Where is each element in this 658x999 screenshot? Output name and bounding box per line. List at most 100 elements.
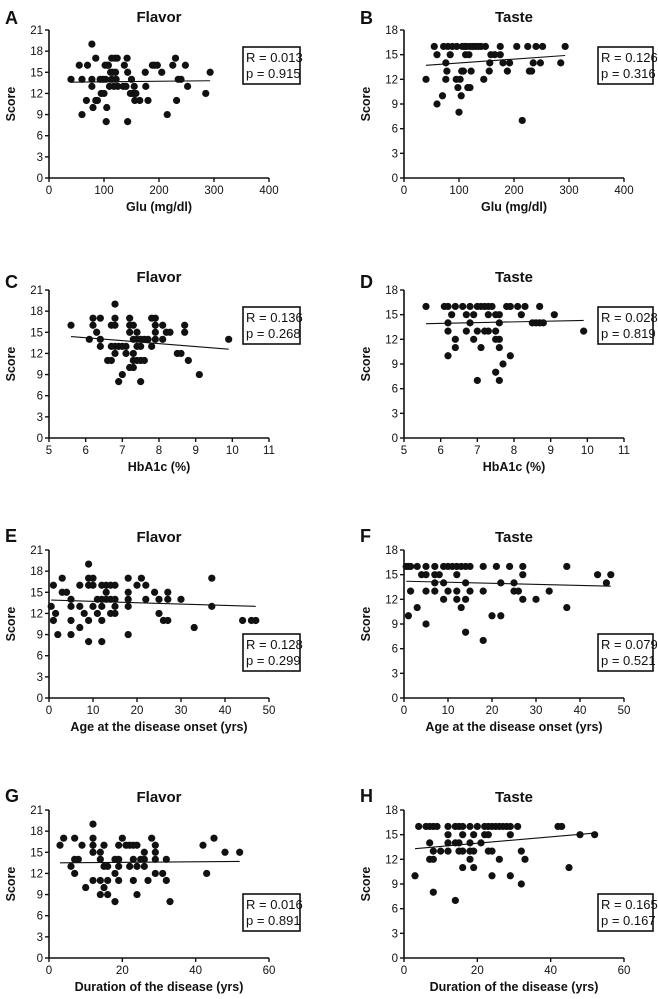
data-point	[514, 822, 522, 831]
data-point	[451, 335, 459, 343]
y-axis-label: Score	[359, 867, 373, 902]
data-point	[177, 595, 185, 603]
data-point	[67, 602, 75, 610]
data-point	[54, 630, 62, 639]
data-point	[133, 841, 141, 849]
y-tick-label: 0	[37, 173, 43, 185]
data-point	[56, 841, 64, 849]
y-tick-label: 0	[392, 173, 398, 185]
data-point	[199, 841, 207, 849]
data-point	[131, 96, 139, 105]
data-point	[539, 319, 547, 327]
r-value: R = 0.079	[601, 637, 658, 652]
data-point	[100, 841, 108, 849]
data-point	[453, 42, 461, 51]
data-point	[166, 898, 174, 906]
p-value: p = 0.915	[246, 66, 301, 81]
y-tick-label: 9	[37, 370, 43, 382]
x-tick-label: 20	[131, 705, 144, 717]
data-point	[89, 876, 97, 885]
data-point	[140, 855, 148, 863]
data-point	[102, 118, 110, 126]
data-point	[545, 587, 553, 595]
data-point	[413, 562, 421, 571]
data-point	[422, 302, 430, 311]
r-value: R = 0.128	[246, 637, 303, 652]
y-tick-label: 15	[385, 570, 398, 582]
data-point	[151, 335, 159, 343]
trend-line	[406, 580, 611, 587]
x-axis-label: HbA1c (%)	[128, 460, 191, 474]
trend-line	[70, 80, 211, 83]
y-tick-label: 0	[37, 693, 43, 705]
data-point	[133, 581, 141, 589]
data-point	[510, 579, 518, 587]
data-point	[203, 869, 211, 878]
data-point	[129, 855, 137, 863]
data-point	[252, 616, 260, 625]
data-point	[114, 82, 122, 90]
data-point	[492, 368, 500, 376]
data-point	[431, 579, 439, 587]
data-point	[144, 96, 152, 105]
data-point	[96, 342, 104, 350]
x-tick-label: 60	[618, 965, 631, 977]
x-tick-label: 40	[544, 965, 557, 977]
data-point	[89, 820, 97, 828]
y-tick-label: 9	[37, 890, 43, 902]
data-point	[118, 834, 126, 842]
y-tick-label: 18	[30, 46, 43, 58]
data-point	[466, 562, 474, 571]
data-point	[467, 67, 475, 75]
p-value: p = 0.819	[601, 326, 656, 341]
data-point	[124, 588, 132, 596]
y-tick-label: 9	[392, 99, 398, 111]
y-tick-label: 3	[392, 668, 398, 680]
data-point	[89, 581, 97, 589]
data-point	[89, 321, 97, 329]
data-point	[444, 822, 452, 831]
data-point	[499, 360, 507, 368]
data-point	[118, 370, 126, 379]
data-point	[190, 623, 198, 632]
data-point	[459, 822, 467, 831]
x-tick-label: 7	[474, 445, 480, 457]
data-point	[171, 54, 180, 62]
x-tick-label: 10	[581, 445, 594, 457]
y-tick-label: 0	[392, 433, 398, 445]
y-tick-label: 12	[385, 854, 398, 866]
data-point	[96, 314, 104, 322]
data-point	[93, 609, 101, 618]
data-point	[429, 888, 437, 896]
y-tick-label: 6	[37, 911, 43, 923]
data-point	[459, 67, 467, 75]
panel-title: Taste	[495, 789, 533, 806]
data-point	[177, 75, 185, 83]
data-point	[457, 603, 465, 612]
x-tick-label: 0	[401, 705, 407, 717]
data-point	[470, 831, 478, 839]
data-point	[466, 822, 474, 831]
data-point	[122, 82, 130, 90]
data-point	[124, 595, 132, 603]
data-point	[88, 82, 96, 90]
data-point	[63, 588, 71, 596]
data-point	[169, 61, 177, 69]
data-point	[93, 96, 101, 105]
data-point	[115, 378, 123, 386]
data-point	[74, 855, 82, 863]
data-point	[466, 855, 474, 863]
data-point	[123, 54, 131, 62]
data-point	[506, 352, 514, 360]
x-tick-label: 20	[471, 965, 484, 977]
x-tick-label: 300	[204, 185, 223, 197]
panel-title: Flavor	[136, 789, 181, 806]
data-point	[151, 588, 159, 596]
data-point	[173, 96, 181, 105]
data-point	[521, 302, 529, 311]
data-point	[462, 595, 470, 603]
data-point	[519, 595, 527, 603]
data-point	[513, 42, 521, 51]
x-tick-label: 60	[263, 965, 276, 977]
